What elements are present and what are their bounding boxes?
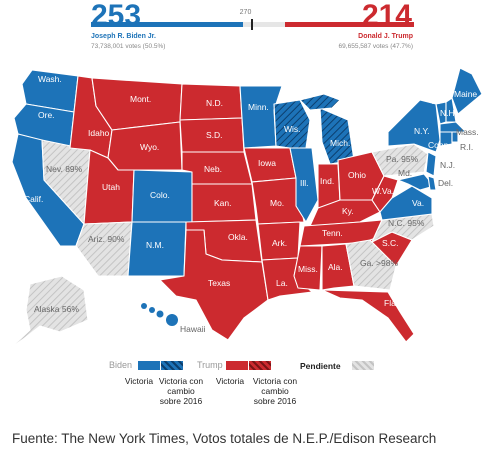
state-alaska	[7, 275, 89, 351]
label-miss: Miss.	[298, 264, 318, 274]
legend-biden-win-text: Victoria	[124, 376, 154, 386]
state-ala	[321, 243, 355, 291]
label-pa: Pa. 95%	[386, 154, 419, 164]
label-calif: Calif.	[24, 194, 43, 204]
label-wyo: Wyo.	[140, 142, 159, 152]
us-election-map: Wash. Ore. Calif. Nev. 89% Idaho Mont. W…	[7, 67, 483, 351]
label-mo: Mo.	[270, 198, 284, 208]
label-ark: Ark.	[272, 238, 287, 248]
label-utah: Utah	[102, 182, 120, 192]
state-ill	[289, 147, 319, 223]
label-mass: Mass.	[456, 127, 479, 137]
legend-pending-label: Pendiente	[300, 361, 341, 371]
state-mich	[319, 107, 355, 165]
label-wva: W.Va.	[372, 186, 394, 196]
label-md: Md.	[398, 168, 412, 178]
state-ri	[451, 131, 459, 143]
label-neb: Neb.	[204, 164, 222, 174]
label-nd: N.D.	[206, 98, 223, 108]
state-nj	[425, 151, 437, 177]
label-mont: Mont.	[130, 94, 151, 104]
state-mass	[439, 121, 467, 133]
label-okla: Okla.	[228, 232, 248, 242]
trump-bar-fill	[285, 22, 414, 27]
legend-trump-win-swatch	[226, 361, 248, 370]
label-minn: Minn.	[248, 102, 269, 112]
trump-name: Donald J. Trump	[358, 33, 413, 40]
label-ore: Ore.	[38, 110, 55, 120]
electoral-progress-bar	[91, 19, 414, 30]
state-maine	[451, 67, 483, 115]
label-nm: N.M.	[146, 240, 164, 250]
label-nj: N.J.	[440, 160, 455, 170]
state-wyo	[107, 121, 183, 171]
legend-trump-flip-swatch	[249, 361, 271, 370]
state-md	[397, 173, 435, 191]
state-miss	[293, 245, 323, 291]
state-wva	[371, 175, 399, 213]
label-del: Del.	[438, 178, 453, 188]
source-caption: Fuente: The New York Times, Votos totale…	[12, 431, 437, 446]
label-texas: Texas	[208, 278, 230, 288]
label-sd: S.D.	[206, 130, 223, 140]
trump-votes: 69,655,587 votes (47.7%)	[338, 43, 413, 50]
label-mich: Mich.	[330, 138, 350, 148]
label-ri: R.I.	[460, 142, 473, 152]
label-ohio: Ohio	[348, 170, 366, 180]
state-ga	[345, 239, 397, 291]
legend-biden-win-swatch	[138, 361, 160, 370]
legend-trump-flip-text: Victoria con cambio sobre 2016	[252, 376, 298, 406]
legend-trump-win-text: Victoria	[215, 376, 245, 386]
label-ny: N.Y.	[414, 126, 429, 136]
label-ariz: Ariz. 90%	[88, 234, 125, 244]
biden-name: Joseph R. Biden Jr.	[91, 33, 156, 40]
label-vt: Vt.	[430, 96, 440, 106]
label-ga: Ga. >98%	[360, 258, 398, 268]
label-nh: N.H.	[440, 108, 457, 118]
threshold-label: 270	[239, 9, 252, 16]
state-conn	[439, 131, 453, 147]
label-iowa: Iowa	[258, 158, 276, 168]
label-idaho: Idaho	[88, 128, 110, 138]
label-nev: Nev. 89%	[46, 164, 83, 174]
label-alaska: Alaska 56%	[34, 304, 79, 314]
label-ala: Ala.	[328, 262, 343, 272]
legend-trump-label: Trump	[197, 360, 223, 370]
threshold-marker	[251, 19, 253, 30]
state-texas	[159, 229, 269, 341]
legend-biden-flip-text: Victoria con cambio sobre 2016	[158, 376, 204, 406]
trump-electoral-votes: 214	[361, 0, 412, 32]
label-tenn: Tenn.	[322, 228, 343, 238]
label-fla: Fla.	[384, 298, 398, 308]
label-conn: Conn.	[428, 140, 451, 150]
label-nc: N.C. 95%	[388, 218, 425, 228]
label-wis: Wis.	[284, 124, 301, 134]
biden-electoral-votes: 253	[91, 0, 142, 32]
state-ariz	[75, 221, 133, 277]
legend-biden-flip-swatch	[161, 361, 183, 370]
state-del	[427, 175, 437, 191]
label-colo: Colo.	[150, 190, 170, 200]
legend-pending-swatch	[352, 361, 374, 370]
biden-votes: 73,738,001 votes (50.5%)	[91, 43, 166, 50]
state-mich-up	[299, 93, 341, 111]
state-pa	[371, 143, 429, 177]
legend-biden-label: Biden	[109, 360, 133, 370]
label-la: La.	[276, 278, 288, 288]
state-hawaii	[141, 303, 178, 326]
label-hawaii: Hawaii	[180, 324, 206, 334]
state-ny	[387, 99, 441, 153]
state-fla	[321, 289, 415, 343]
label-kan: Kan.	[214, 198, 232, 208]
label-ind: Ind.	[320, 176, 334, 186]
label-ill: Ill.	[300, 178, 309, 188]
label-sc: S.C.	[382, 238, 399, 248]
biden-bar-fill	[91, 22, 243, 27]
label-maine: Maine	[454, 89, 477, 99]
label-ky: Ky.	[342, 206, 354, 216]
label-wash: Wash.	[38, 74, 62, 84]
label-va: Va.	[412, 198, 424, 208]
state-va	[379, 185, 433, 221]
